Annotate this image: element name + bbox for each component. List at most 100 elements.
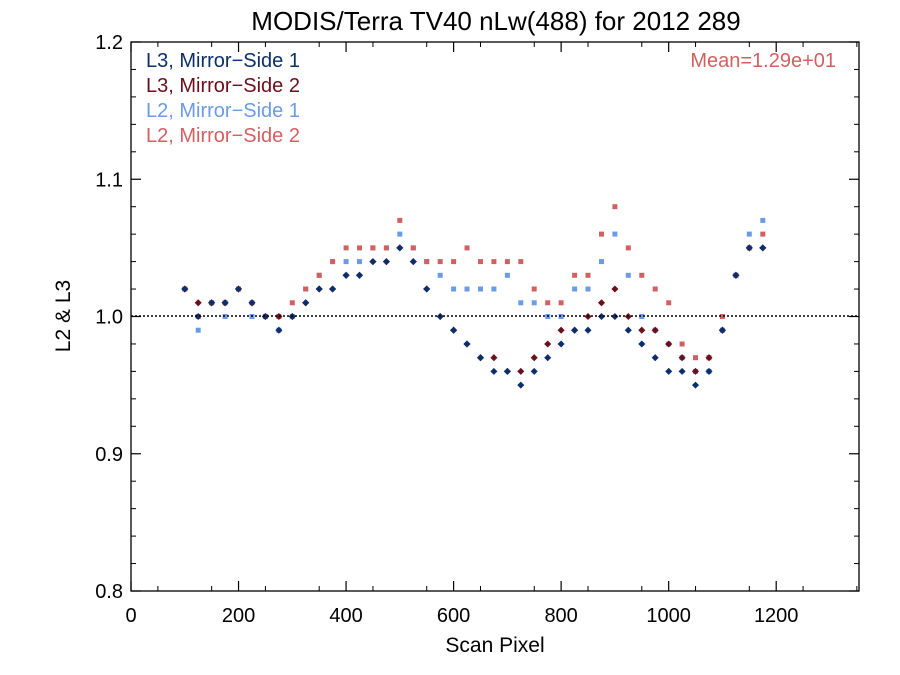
data-point [289, 300, 295, 306]
data-point [639, 314, 645, 319]
data-point [652, 286, 658, 292]
data-point [490, 367, 498, 375]
data-point [451, 286, 457, 292]
data-point [303, 286, 309, 292]
data-point [611, 285, 619, 293]
data-point [599, 231, 604, 237]
x-tick-label: 0 [125, 605, 136, 627]
data-point [464, 286, 470, 292]
data-point [544, 340, 552, 348]
data-point [195, 327, 201, 333]
data-point [678, 367, 686, 375]
data-point [638, 340, 646, 348]
data-point [666, 300, 672, 306]
data-point [275, 326, 283, 334]
data-point [478, 259, 483, 265]
data-point [222, 314, 228, 319]
data-point [330, 259, 336, 265]
data-point [572, 286, 578, 292]
data-point [625, 245, 631, 251]
x-tick-label: 1000 [646, 605, 691, 627]
data-point [464, 245, 470, 251]
data-point [624, 326, 632, 334]
data-point [530, 367, 538, 375]
data-point [558, 314, 564, 319]
y-tick-label: 0.9 [95, 444, 123, 466]
x-tick-label: 800 [544, 605, 577, 627]
data-point [343, 259, 349, 265]
series-2 [182, 217, 766, 374]
x-tick-label: 1200 [754, 605, 799, 627]
legend-entry: L2, Mirror−Side 1 [146, 100, 300, 122]
data-point [558, 300, 564, 306]
data-point [531, 300, 537, 306]
data-point [194, 312, 202, 321]
data-point [369, 258, 377, 266]
data-point [437, 272, 443, 278]
data-point [544, 354, 552, 362]
data-point [221, 299, 229, 307]
series-3 [182, 204, 766, 361]
data-point [732, 271, 740, 279]
data-point [316, 272, 322, 278]
data-point [397, 231, 403, 237]
data-point [611, 312, 619, 321]
data-point [571, 326, 579, 334]
data-point [383, 245, 389, 251]
data-point [315, 285, 323, 293]
data-point [396, 244, 404, 252]
data-point [504, 259, 510, 265]
chart-title: MODIS/Terra TV40 nLw(488) for 2012 289 [251, 6, 740, 36]
data-point [760, 217, 766, 223]
x-tick-label: 400 [329, 605, 362, 627]
data-point [504, 272, 510, 278]
legend-entry: L3, Mirror−Side 2 [146, 75, 300, 97]
data-point [248, 299, 256, 307]
data-point [491, 286, 497, 292]
data-point [557, 326, 565, 334]
data-point [557, 340, 565, 348]
data-point [451, 259, 457, 265]
data-point [208, 299, 216, 307]
y-tick-label: 1.1 [95, 169, 123, 191]
data-point [490, 354, 498, 362]
data-point [530, 354, 538, 362]
data-point [599, 259, 604, 265]
data-point [691, 367, 700, 375]
data-point [261, 312, 269, 321]
data-point [572, 272, 578, 278]
data-point [382, 258, 390, 266]
data-point [518, 259, 524, 265]
data-point [437, 259, 443, 265]
data-point [357, 245, 362, 251]
x-tick-label: 200 [222, 605, 255, 627]
data-point [665, 367, 673, 375]
data-point [343, 245, 349, 251]
y-tick-label: 0.8 [95, 581, 123, 603]
data-point [545, 300, 551, 306]
data-point [234, 285, 243, 293]
data-point [478, 286, 483, 292]
legend-entry: L2, Mirror−Side 2 [146, 125, 300, 147]
data-point [693, 355, 698, 361]
data-point [597, 312, 606, 321]
data-point [409, 258, 417, 266]
data-point [651, 326, 659, 334]
data-point [585, 272, 591, 278]
data-point [450, 326, 458, 334]
data-point [275, 312, 283, 321]
data-point [357, 259, 362, 265]
data-point [194, 299, 202, 307]
legend-entry: L3, Mirror−Side 1 [146, 50, 300, 72]
data-point [397, 217, 403, 223]
data-point [329, 285, 337, 293]
data-point [518, 300, 524, 306]
legend: L3, Mirror−Side 1 L3, Mirror−Side 2 L2, Mi… [146, 50, 300, 147]
data-point [476, 354, 485, 362]
data-point [718, 326, 726, 334]
data-point [746, 231, 752, 237]
data-point [639, 272, 645, 278]
data-point [597, 299, 606, 307]
data-point [181, 285, 189, 293]
